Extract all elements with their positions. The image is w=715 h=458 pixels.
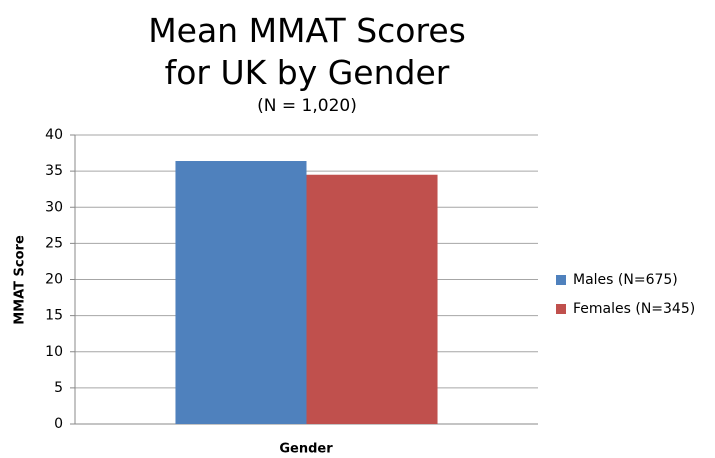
- x-axis-label: Gender: [279, 442, 333, 457]
- y-tick-label: 5: [54, 380, 63, 396]
- y-tick-label: 30: [45, 199, 63, 215]
- y-tick-label: 35: [45, 163, 63, 179]
- y-tick-label: 25: [45, 235, 63, 251]
- y-tick-label: 20: [45, 272, 63, 288]
- legend-swatch: [556, 275, 566, 285]
- legend-label: Males (N=675): [573, 272, 678, 288]
- chart-title: Mean MMAT Scores for UK by Gender: [148, 11, 466, 92]
- y-tick-label: 40: [45, 127, 63, 143]
- y-axis-label: MMAT Score: [13, 235, 28, 325]
- y-tick-label: 10: [45, 344, 63, 360]
- y-tick-label: 15: [45, 308, 63, 324]
- legend-swatch: [556, 304, 566, 314]
- legend-label: Females (N=345): [573, 301, 695, 317]
- chart-subtitle: (N = 1,020): [257, 96, 357, 116]
- y-tick-label: 0: [54, 416, 63, 432]
- bar: [306, 174, 438, 424]
- bar: [175, 161, 307, 424]
